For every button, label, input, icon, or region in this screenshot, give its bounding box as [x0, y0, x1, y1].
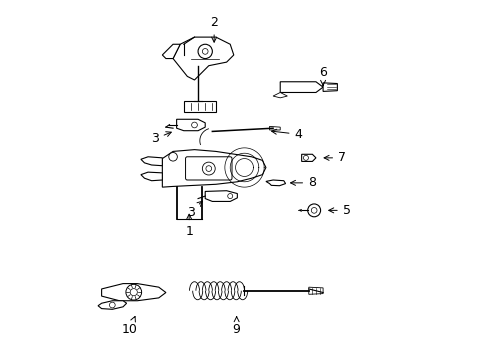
Text: 8: 8: [290, 176, 315, 189]
Polygon shape: [323, 83, 337, 91]
Text: 9: 9: [232, 317, 240, 336]
Polygon shape: [205, 191, 237, 202]
Circle shape: [198, 44, 212, 59]
Circle shape: [125, 284, 142, 300]
Polygon shape: [162, 44, 180, 59]
Circle shape: [205, 166, 211, 171]
Text: 5: 5: [328, 204, 350, 217]
Text: 1: 1: [185, 214, 193, 238]
Text: 3: 3: [186, 201, 202, 219]
Circle shape: [202, 49, 207, 54]
Polygon shape: [265, 180, 285, 186]
Polygon shape: [141, 172, 162, 181]
Circle shape: [191, 122, 197, 128]
Circle shape: [307, 204, 320, 217]
Text: 4: 4: [271, 128, 302, 141]
Circle shape: [227, 194, 232, 199]
Polygon shape: [162, 150, 265, 187]
Polygon shape: [298, 209, 301, 211]
Circle shape: [168, 153, 177, 161]
Polygon shape: [176, 119, 205, 131]
Circle shape: [130, 289, 137, 296]
Text: 2: 2: [210, 16, 218, 42]
Circle shape: [303, 156, 308, 160]
Polygon shape: [141, 157, 162, 166]
Text: 10: 10: [122, 316, 137, 336]
Polygon shape: [183, 102, 216, 112]
Circle shape: [109, 302, 115, 308]
Polygon shape: [272, 93, 287, 98]
Circle shape: [202, 162, 215, 175]
Circle shape: [311, 207, 316, 213]
Text: 6: 6: [319, 66, 326, 85]
Text: 7: 7: [324, 151, 346, 165]
Polygon shape: [269, 126, 280, 130]
Polygon shape: [308, 287, 323, 294]
Polygon shape: [98, 301, 126, 309]
Polygon shape: [280, 82, 323, 93]
Text: 3: 3: [151, 132, 171, 145]
FancyBboxPatch shape: [185, 157, 231, 180]
Polygon shape: [102, 284, 165, 301]
Polygon shape: [173, 37, 233, 80]
Polygon shape: [301, 154, 315, 161]
